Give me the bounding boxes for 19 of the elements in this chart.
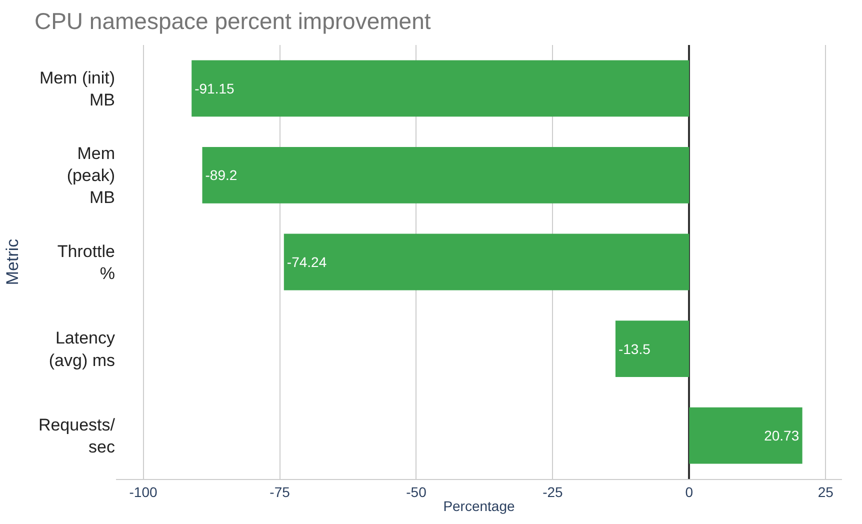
data-label: -13.5: [618, 340, 651, 357]
y-axis-title: Metric: [3, 238, 22, 286]
data-label: -74.24: [286, 254, 327, 270]
x-tick-label: 0: [685, 484, 694, 500]
y-tick-label: Requests/ sec: [38, 416, 116, 457]
data-label: -89.2: [205, 167, 238, 184]
x-tick-label: 25: [818, 484, 834, 500]
chart-title: CPU namespace percent improvement: [34, 8, 432, 34]
x-tick-label: -75: [270, 484, 290, 500]
x-tick-label: -100: [129, 484, 158, 500]
y-tick-label: Mem (peak) MB: [66, 144, 115, 208]
y-tick-label: Latency (avg) ms: [48, 328, 116, 370]
x-tick-label: -50: [406, 484, 427, 500]
data-label: -91.15: [194, 80, 235, 96]
y-tick-label: Mem (init) MB: [39, 68, 115, 110]
x-axis-title: Percentage: [443, 498, 516, 514]
y-tick-label: Throttle %: [57, 242, 115, 283]
data-label: 20.73: [764, 428, 800, 444]
x-tick-label: -25: [542, 484, 564, 500]
